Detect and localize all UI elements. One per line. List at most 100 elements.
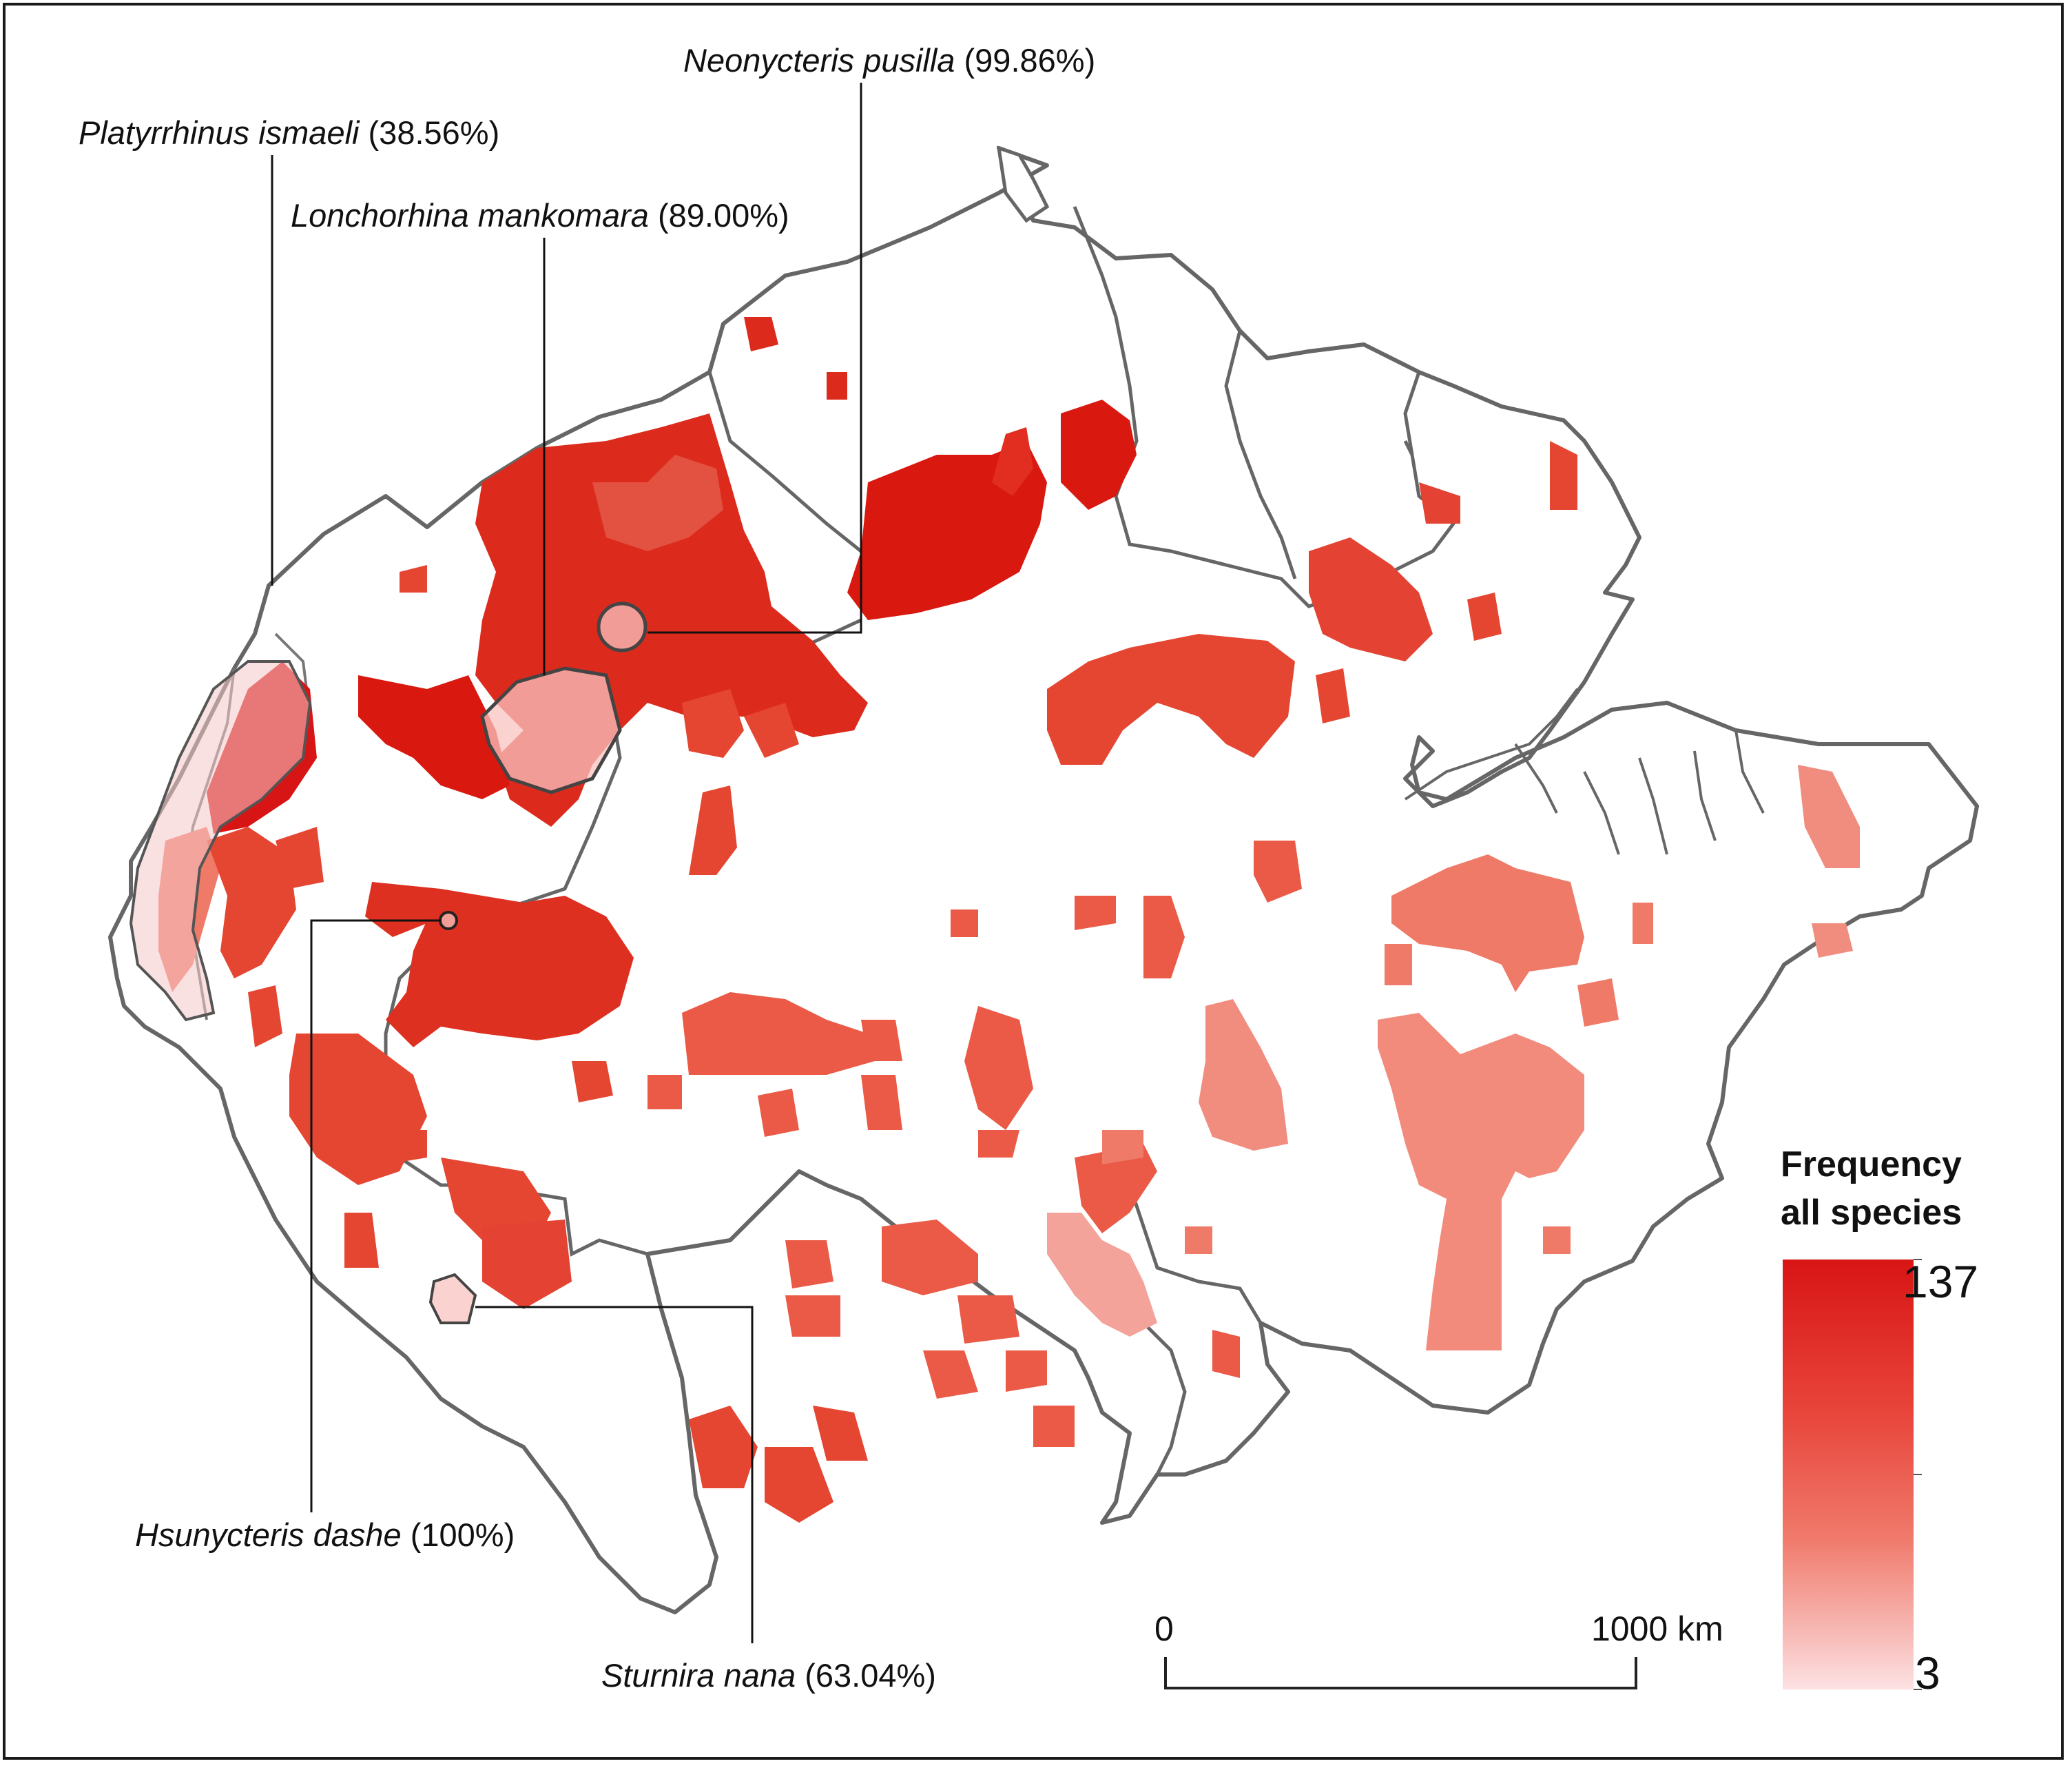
red-patch-south-west-2: [441, 1158, 551, 1240]
red-patch-south-central-2: [1047, 1213, 1157, 1337]
red-patch-misc-17: [861, 1075, 902, 1130]
red-patch-southeast-large: [1378, 1013, 1584, 1350]
legend-title: Frequency all species: [1781, 1140, 1962, 1237]
guiana-tip: [996, 145, 1050, 223]
red-patch-misc-13: [276, 827, 324, 889]
red-patch-misc-5: [1550, 441, 1577, 510]
red-patch-east-far: [1798, 765, 1860, 868]
red-patch-south-a: [882, 1220, 978, 1295]
lonchorhina-range: [480, 666, 622, 794]
label-hsunycteris: Hsunycteris dashe (100%): [135, 1516, 515, 1554]
red-patch-mid-3: [1075, 896, 1116, 930]
red-patch-south-1: [682, 992, 875, 1075]
red-patch-misc-11: [386, 1130, 427, 1164]
label-neonycteris-name: Neonycteris pusilla: [683, 42, 955, 79]
river-network: [1404, 688, 1765, 855]
red-patch-misc-19: [1185, 1226, 1212, 1254]
red-patch-south-i: [1033, 1406, 1075, 1447]
callout-sturnira: [475, 1306, 754, 1643]
red-patch-east-small-2: [1577, 978, 1619, 1027]
sturnira-range: [428, 1273, 477, 1324]
red-patch-mid-2: [1254, 841, 1302, 903]
label-sturnira: Sturnira nana (63.04%): [601, 1656, 936, 1694]
red-patch-west-mid: [365, 882, 441, 937]
red-patch-west-rivers: [358, 675, 510, 799]
label-platyrrhinus: Platyrrhinus ismaeli (38.56%): [79, 114, 499, 152]
red-patch-misc-7: [827, 372, 847, 400]
label-lonchorhina: Lonchorhina mankomara (89.00%): [291, 196, 789, 234]
red-patch-sw-plain: [682, 689, 744, 758]
red-patch-south-e: [689, 1406, 758, 1488]
red-patch-east-small-3: [1633, 903, 1653, 944]
platyrrhinus-range: [129, 660, 312, 1022]
hsunycteris-range: [439, 911, 458, 930]
red-patch-east-far-2: [1812, 923, 1853, 958]
red-patch-south-central: [1199, 999, 1288, 1151]
red-patch-south-west-3: [482, 1220, 572, 1309]
red-patch-south-g: [813, 1406, 868, 1461]
red-patch-misc-2: [1467, 593, 1502, 641]
red-patch-east-mid: [1391, 854, 1584, 992]
red-patch-south-h: [1006, 1350, 1047, 1392]
red-patch-misc-3: [1316, 668, 1350, 723]
red-patch-misc-8: [400, 565, 427, 593]
internal-border-7: [1403, 371, 1421, 455]
region-outline: [108, 146, 1979, 1614]
legend-min-label: 3: [1915, 1647, 1940, 1698]
red-patch-south-3: [964, 1006, 1033, 1130]
red-patch-south-2: [861, 1020, 902, 1061]
red-patch-mid-1: [1143, 896, 1185, 978]
red-patch-south-c: [785, 1295, 840, 1337]
red-patch-misc-16: [758, 1089, 799, 1137]
callout-neonycteris: [648, 83, 862, 634]
red-patch-misc-12: [248, 985, 282, 1047]
red-patch-south-b: [785, 1240, 833, 1288]
red-patch-misc-6: [744, 317, 778, 351]
red-patch-guyana: [1061, 400, 1137, 510]
red-patch-misc-18: [951, 909, 978, 937]
red-patch-guyana-2: [992, 427, 1033, 496]
figure-frame: [3, 3, 2064, 1760]
label-platyrrhinus-pct: (38.56%): [368, 114, 500, 151]
label-neonycteris: Neonycteris pusilla (99.86%): [683, 41, 1095, 79]
label-lonchorhina-pct: (89.00%): [657, 197, 789, 234]
label-neonycteris-pct: (99.86%): [964, 42, 1096, 79]
red-patch-south-f: [765, 1447, 833, 1523]
red-patch-misc-4: [1419, 482, 1460, 524]
scale-end-label: 1000 km: [1591, 1610, 1723, 1648]
label-sturnira-name: Sturnira nana: [601, 1657, 796, 1694]
legend-max-label: 137: [1903, 1256, 1979, 1307]
red-patch-misc-10: [344, 1213, 379, 1268]
red-patch-sw-plain-2: [689, 785, 737, 875]
red-patch-south-central-3: [1102, 1130, 1143, 1164]
internal-border-8: [1128, 1184, 1263, 1324]
red-patch-misc-9: [744, 703, 799, 758]
neonycteris-range: [597, 602, 648, 652]
red-patch-south-j: [923, 1350, 978, 1399]
red-patch-east-small-1: [1385, 944, 1412, 985]
red-patch-peru-stripes: [207, 827, 296, 978]
red-patch-south-k: [1212, 1330, 1240, 1378]
internal-border-6: [1224, 330, 1297, 579]
label-platyrrhinus-name: Platyrrhinus ismaeli: [79, 114, 360, 151]
legend-color-ramp: [1783, 1260, 1914, 1689]
red-patch-south-d: [957, 1295, 1019, 1344]
legend-title-line1: Frequency: [1781, 1144, 1962, 1184]
red-patch-northwest-1: [592, 455, 723, 551]
label-sturnira-pct: (63.04%): [805, 1657, 936, 1694]
label-lonchorhina-name: Lonchorhina mankomara: [291, 197, 649, 234]
scale-bar: [1164, 1657, 1637, 1689]
label-hsunycteris-name: Hsunycteris dashe: [135, 1517, 402, 1553]
legend-title-line2: all species: [1781, 1193, 1962, 1233]
red-patch-misc-15: [648, 1075, 682, 1109]
red-patch-south-4: [978, 1130, 1019, 1158]
red-patch-misc-1: [1543, 1226, 1571, 1254]
label-hsunycteris-pct: (100%): [410, 1517, 515, 1553]
red-patch-mid-4: [1075, 1144, 1157, 1233]
scale-start-label: 0: [1154, 1610, 1174, 1648]
red-patch-amapa: [1309, 537, 1433, 661]
red-patch-misc-14: [572, 1061, 613, 1102]
callout-hsunycteris: [310, 919, 441, 1512]
red-patch-central-1: [1047, 634, 1295, 765]
